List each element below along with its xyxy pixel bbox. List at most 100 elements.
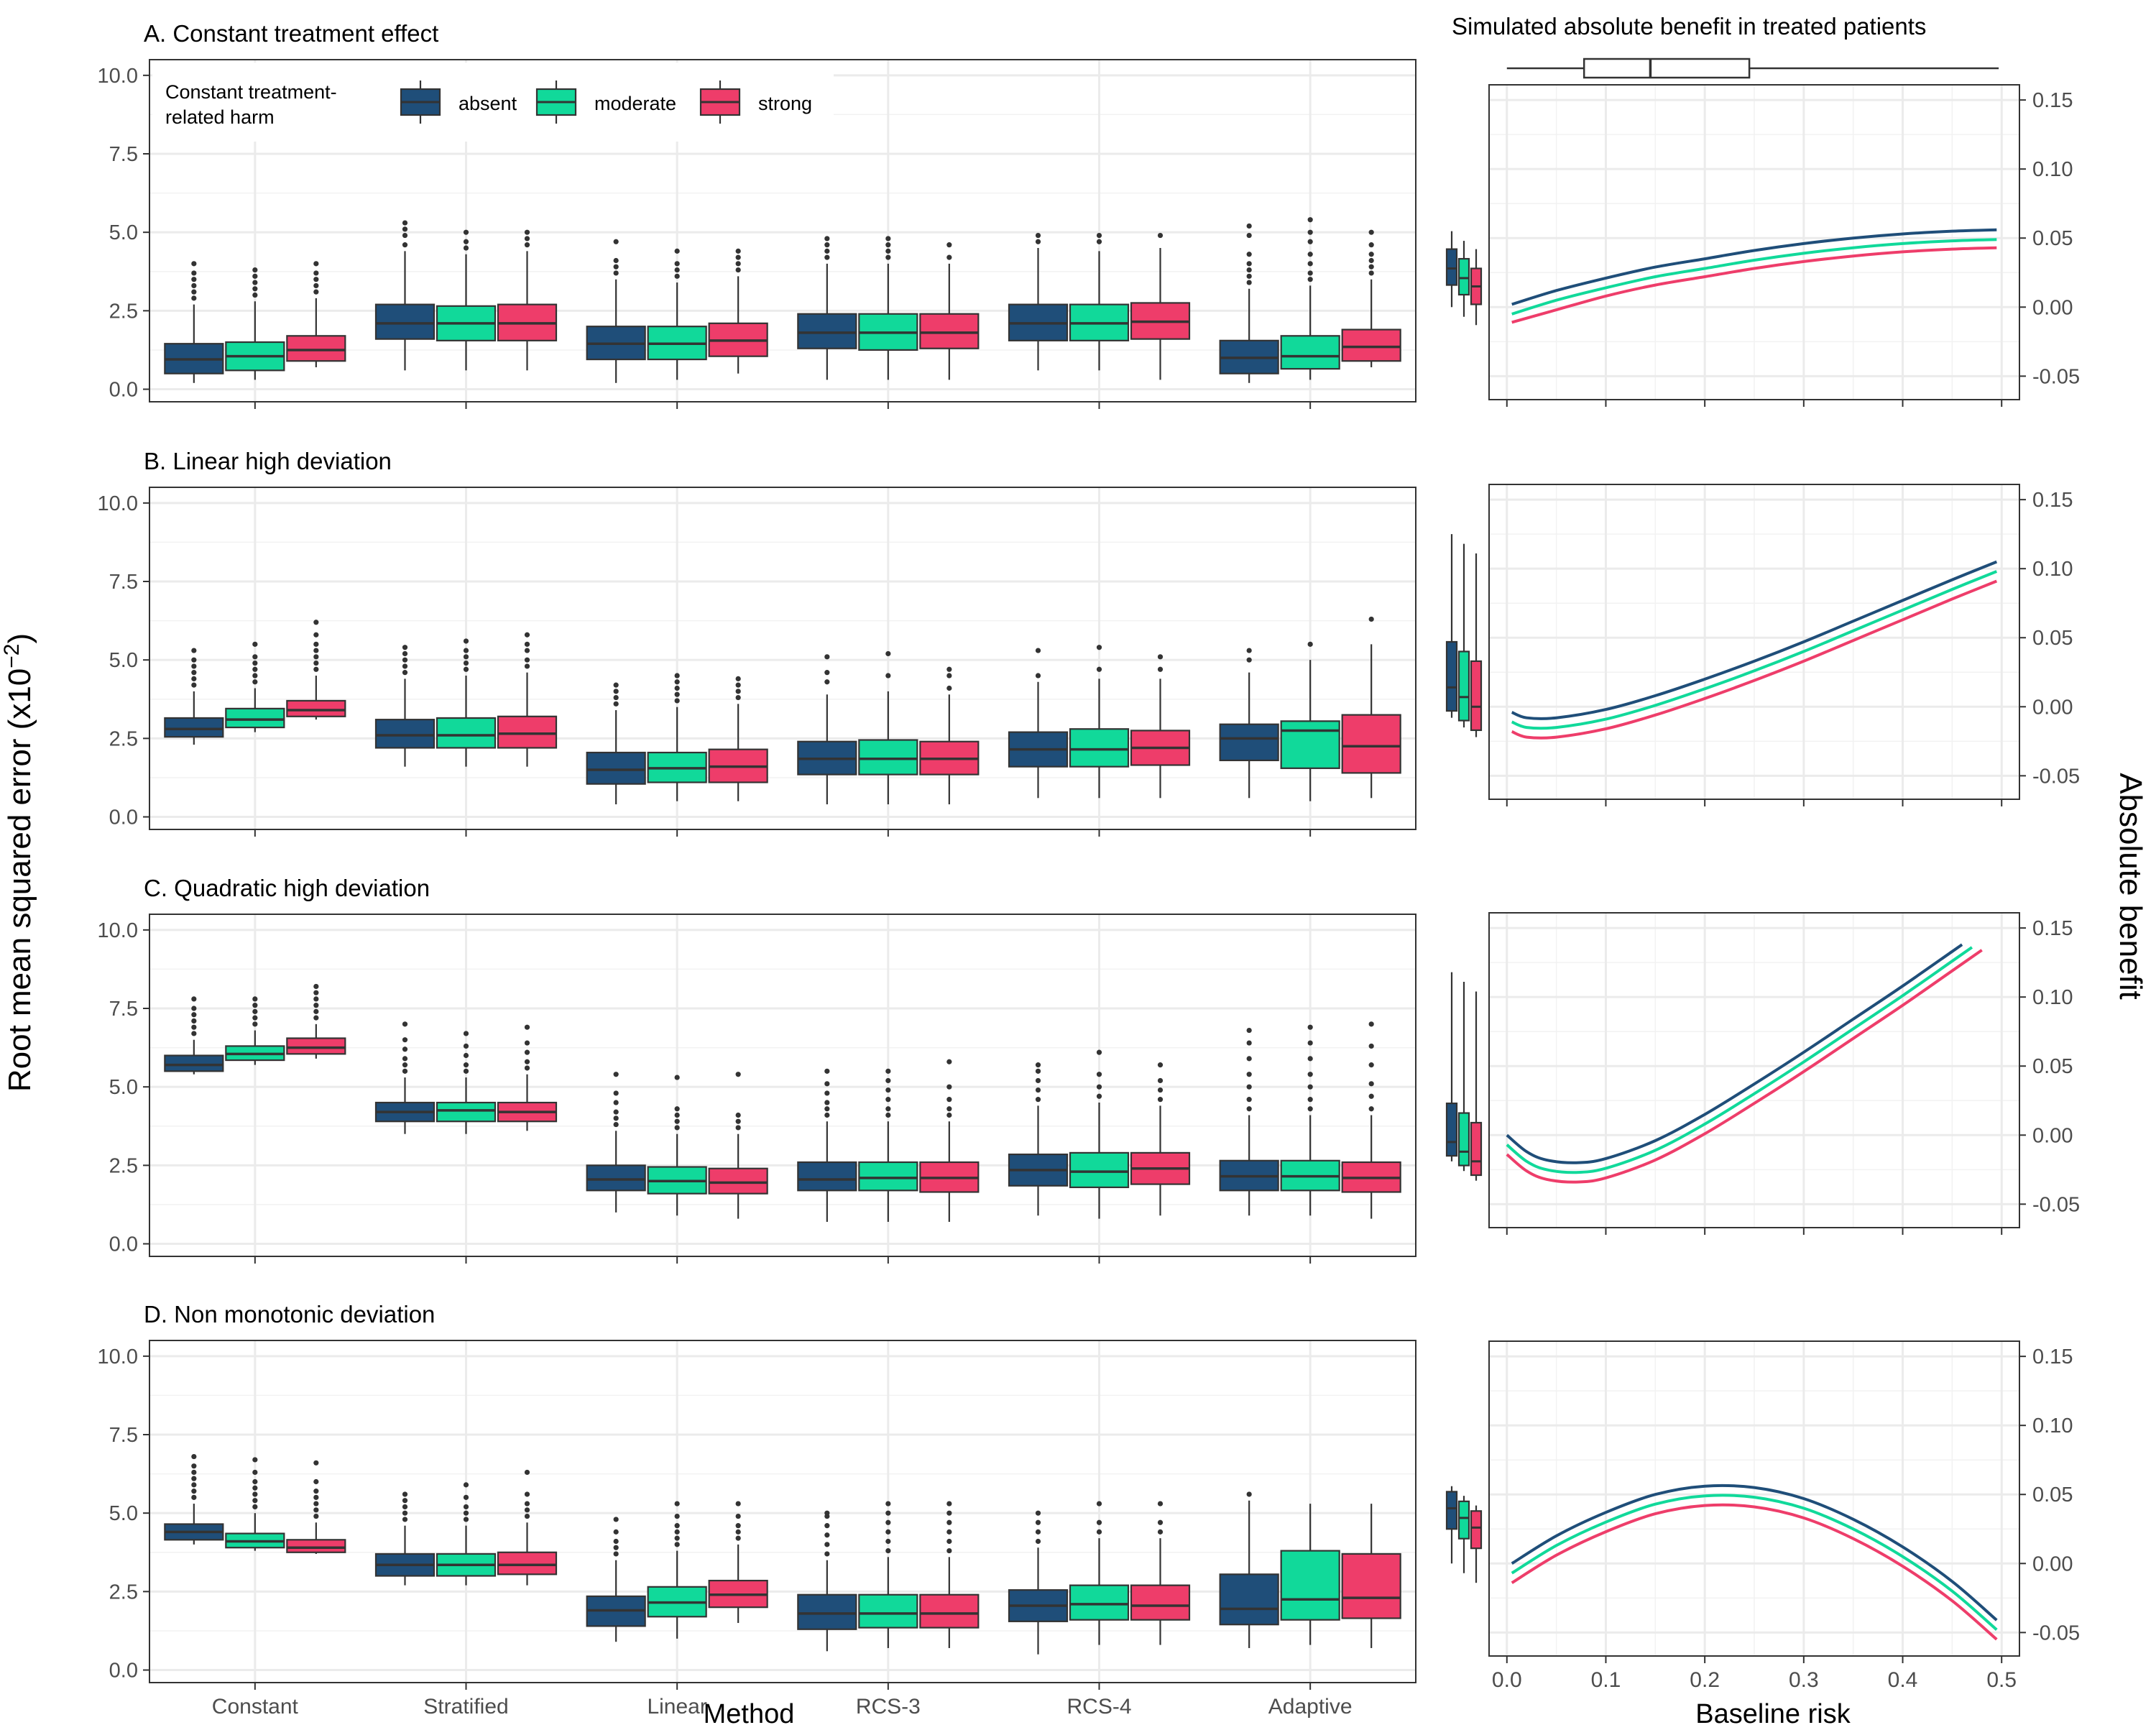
outlier-point	[313, 277, 319, 282]
outlier-point	[252, 267, 258, 273]
outlier-point	[1307, 1040, 1313, 1046]
outlier-point	[402, 645, 408, 650]
outlier-point	[1035, 1529, 1041, 1535]
outlier-point	[402, 1046, 408, 1052]
x-tick-label: 0.0	[1492, 1668, 1522, 1692]
outlier-point	[674, 1106, 680, 1112]
box-absent-rcs-3	[797, 654, 857, 805]
outlier-point	[1307, 1072, 1313, 1077]
outlier-point	[463, 660, 469, 666]
marginal-box-moderate	[1457, 1496, 1470, 1573]
outlier-point	[191, 295, 197, 301]
outlier-point	[1035, 239, 1041, 244]
y-tick-label: 0.05	[2032, 1484, 2073, 1506]
box-moderate-stratified	[436, 638, 497, 767]
outlier-point	[252, 1469, 258, 1476]
outlier-point	[252, 641, 258, 647]
outlier-point	[524, 641, 530, 647]
outlier-point	[946, 1112, 952, 1118]
x-tick-label: Adaptive	[1268, 1695, 1353, 1719]
box-absent-rcs-3	[797, 1510, 857, 1652]
y-tick-label: 7.5	[109, 998, 138, 1021]
outlier-point	[885, 673, 891, 678]
outlier-point	[252, 1485, 258, 1491]
outlier-point	[313, 654, 319, 660]
outlier-point	[1246, 1027, 1252, 1034]
y-tick-label: 0.0	[109, 1233, 138, 1256]
outlier-point	[252, 1015, 258, 1021]
outlier-point	[1157, 1087, 1164, 1093]
box-iqr	[1457, 257, 1470, 296]
panel-background	[149, 914, 1416, 1256]
box-iqr	[1069, 1151, 1130, 1189]
outlier-point	[252, 1478, 258, 1485]
outlier-point	[946, 1538, 952, 1545]
legend-title: related harm	[165, 106, 275, 128]
outlier-point	[885, 1087, 891, 1093]
outlier-point	[946, 1547, 952, 1554]
outlier-point	[735, 1125, 741, 1131]
outlier-point	[613, 1100, 619, 1105]
outlier-point	[252, 1491, 258, 1497]
benefit-line-moderate	[1506, 946, 1973, 1174]
outlier-point	[524, 1065, 530, 1071]
outlier-point	[946, 666, 952, 672]
outlier-point	[613, 264, 619, 270]
outlier-point	[1157, 1097, 1164, 1103]
outlier-point	[191, 996, 197, 1002]
outlier-point	[824, 236, 830, 242]
box-absent-rcs-4	[1008, 1510, 1069, 1655]
box-iqr	[919, 313, 980, 349]
outlier-point	[885, 248, 891, 254]
outlier-point	[946, 673, 952, 678]
outlier-point	[674, 1535, 680, 1541]
outlier-point	[1157, 1077, 1164, 1084]
outlier-point	[313, 641, 319, 647]
box-strong-constant	[286, 620, 346, 720]
y-tick-label: -0.05	[2032, 1193, 2080, 1216]
outlier-point	[735, 676, 741, 681]
box-moderate-rcs-4	[1069, 1049, 1130, 1219]
outlier-point	[524, 1501, 530, 1506]
outlier-point	[674, 1542, 680, 1547]
y-tick-label: 0.00	[2032, 1124, 2073, 1147]
box-absent-rcs-3	[797, 1068, 857, 1222]
box-iqr	[1219, 723, 1279, 762]
box-absent-constant	[164, 996, 224, 1075]
box-absent-stratified	[374, 220, 436, 371]
outlier-point	[824, 1112, 830, 1118]
outlier-point	[524, 229, 530, 235]
outlier-point	[191, 1018, 197, 1024]
panel-background	[149, 487, 1416, 829]
box-strong-adaptive	[1341, 1021, 1401, 1219]
outlier-point	[524, 242, 530, 248]
panel-border	[1488, 1340, 2020, 1657]
outlier-point	[613, 682, 619, 688]
outlier-point	[191, 1012, 197, 1018]
absolute-benefit-panels: -0.05 0.00 0.05 0.10 0.15 -0.05 0.00 0.05 0.10 0.…	[1445, 58, 2080, 1692]
box-absent-linear	[586, 1072, 646, 1213]
outlier-point	[1157, 1501, 1164, 1506]
marginal-box-moderate	[1457, 241, 1470, 317]
box-strong-rcs-4	[1130, 1501, 1191, 1645]
box-moderate-constant	[225, 1457, 285, 1551]
y-tick-label: 2.5	[109, 727, 138, 750]
outlier-point	[674, 1118, 680, 1124]
box-iqr	[1069, 728, 1130, 768]
outlier-point	[313, 1507, 319, 1513]
benefit-panel-d: -0.05 0.00 0.05 0.10 0.15 0.0 0.1 0.2 0.3 0.4 0.5	[1445, 1340, 2080, 1692]
box-iqr	[1341, 714, 1401, 774]
box-moderate-rcs-4	[1069, 1501, 1130, 1645]
box-moderate-rcs-4	[1069, 232, 1130, 371]
panel-border	[149, 59, 1416, 402]
outlier-point	[252, 1021, 258, 1027]
outlier-point	[946, 1084, 952, 1090]
marginal-box-absent	[1445, 972, 1458, 1162]
outlier-point	[1307, 270, 1313, 276]
outlier-point	[885, 1068, 891, 1074]
box-strong-constant	[286, 261, 346, 367]
outlier-point	[1246, 657, 1252, 663]
outlier-point	[885, 1510, 891, 1516]
outlier-point	[191, 676, 197, 681]
box-absent-rcs-4	[1008, 648, 1069, 799]
